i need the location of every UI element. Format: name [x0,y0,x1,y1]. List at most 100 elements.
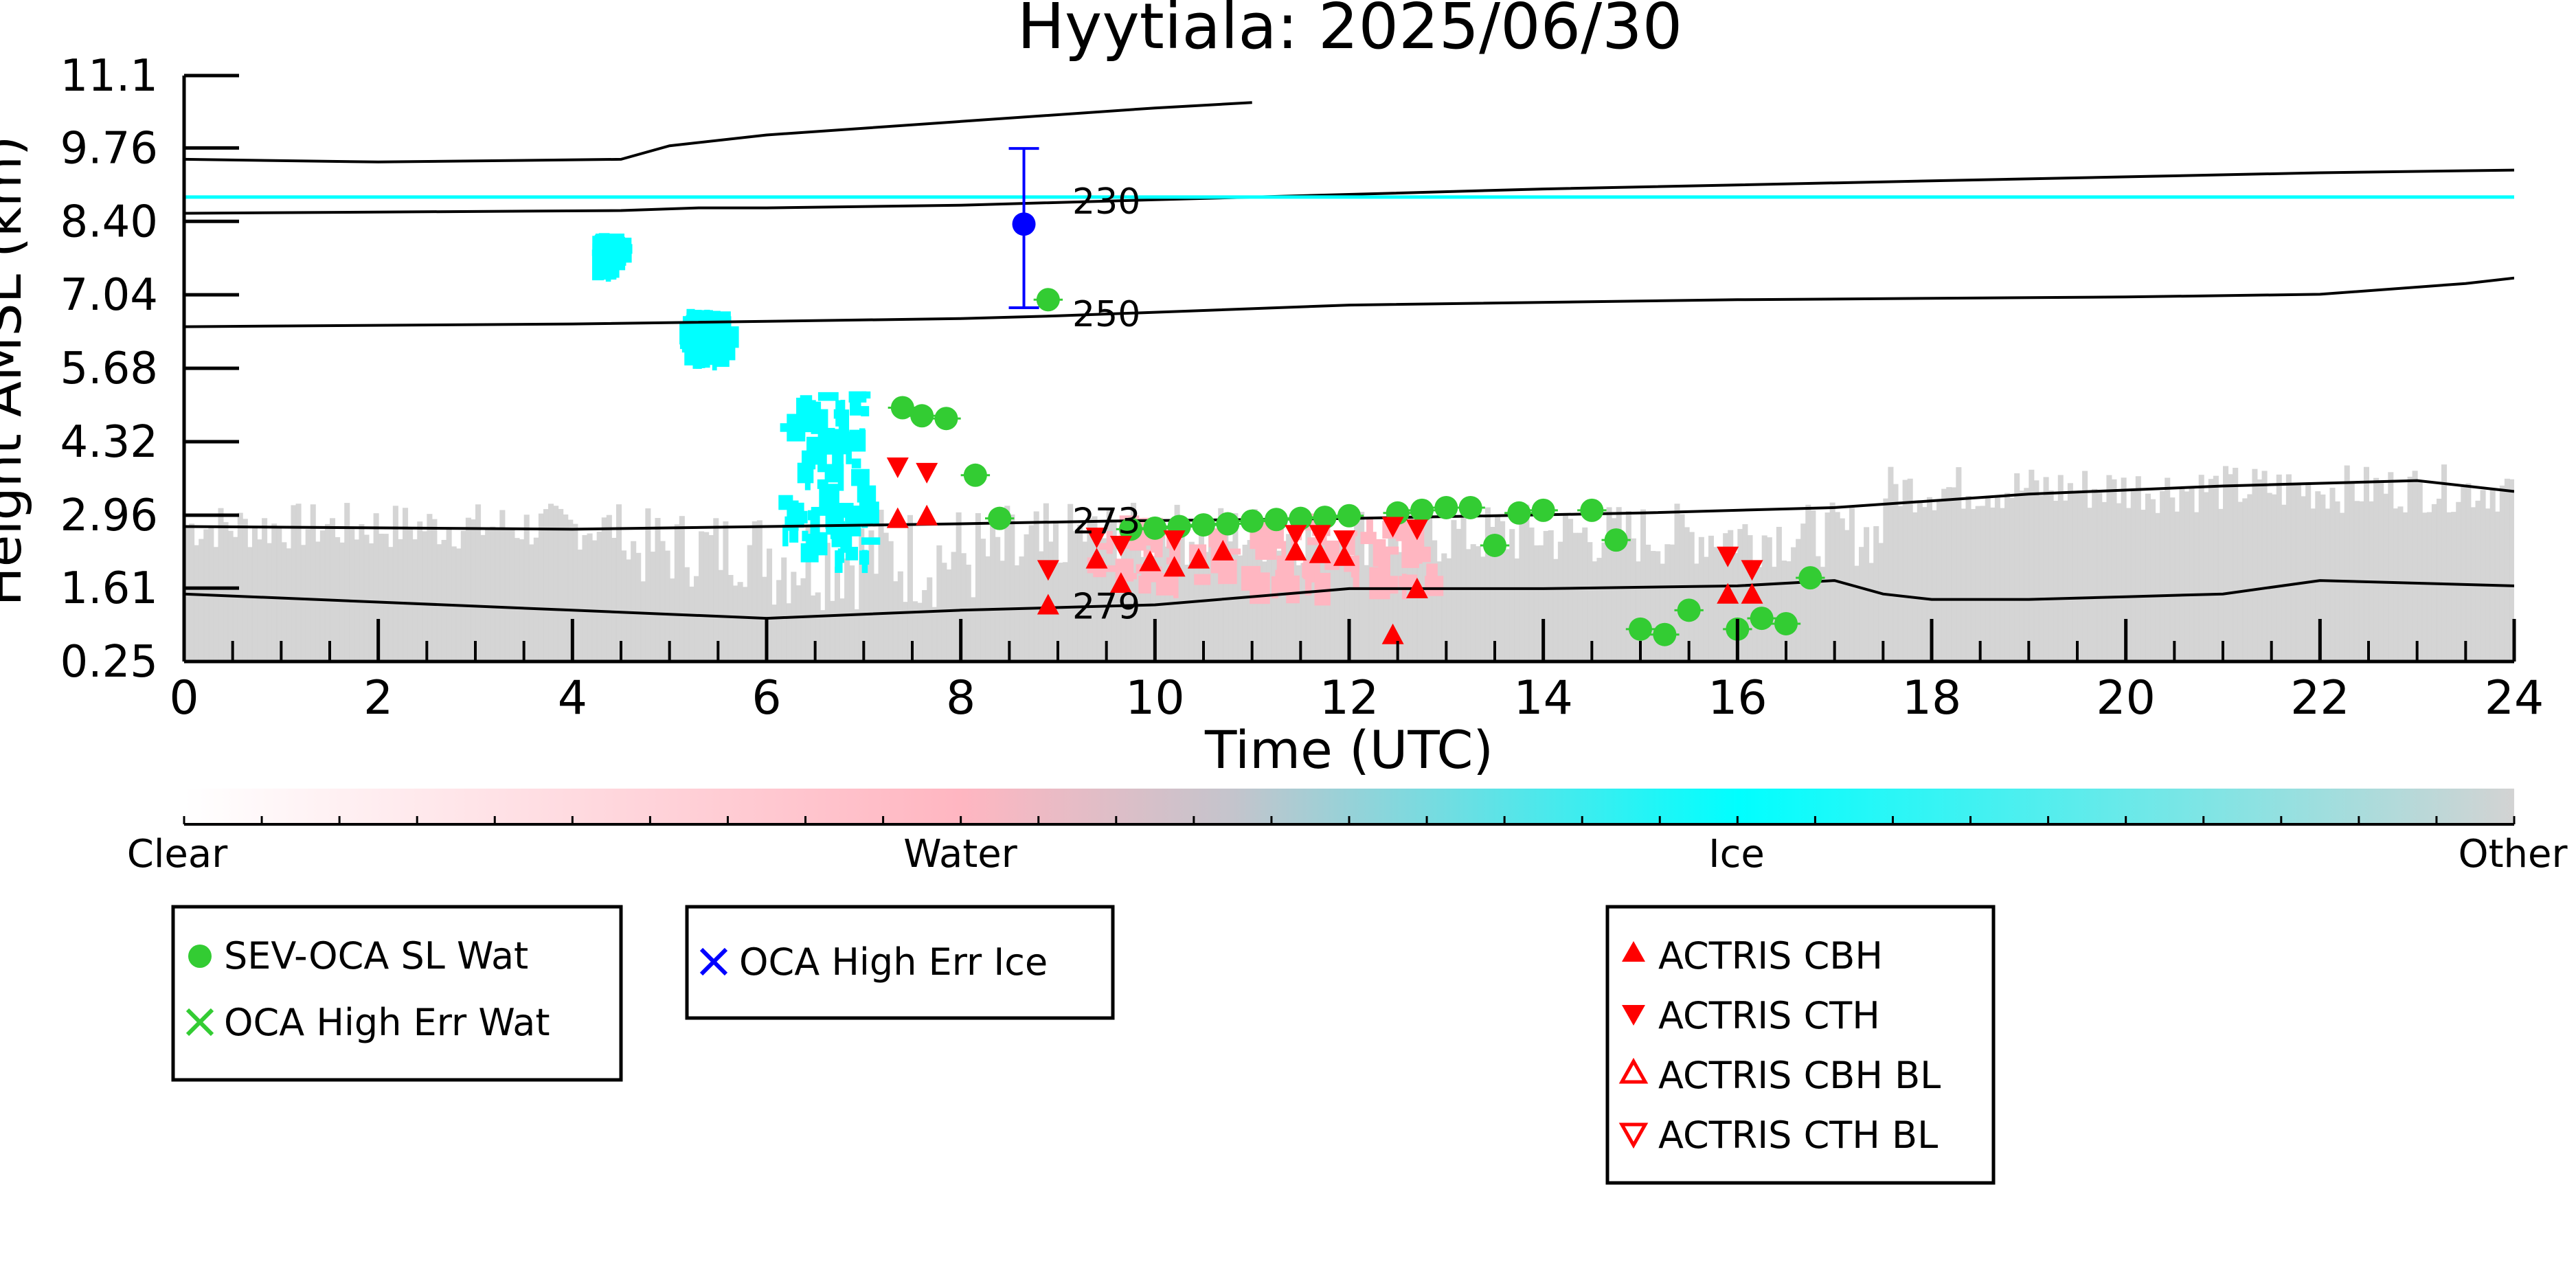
marker-triangle-down [1109,535,1132,556]
region-other-column [2402,512,2408,662]
region-other-column [223,522,229,662]
region-other-column [1072,531,1078,662]
region-other-column [820,610,826,662]
region-other-column [577,550,583,662]
marker-triangle-down [1309,525,1331,546]
region-other-column [587,533,593,662]
region-other-column [286,548,292,662]
chart-title: Hyytiala: 2025/06/30 [1017,0,1683,63]
region-other-column [324,523,330,662]
region-other-column [951,552,957,662]
region-other-column [1169,565,1175,662]
region-other-column [199,539,205,662]
region-other-column [2257,479,2263,662]
region-other-column [1509,529,1515,662]
region-ice-patch [802,530,809,541]
region-other-column [422,531,428,662]
region-ice-patch [796,510,808,524]
region-other-column [1432,540,1438,662]
region-ice-patch [602,251,618,267]
region-other-column [558,508,564,662]
region-other-column [1688,532,1695,662]
region-other-column [2349,482,2355,662]
region-other-column [868,530,874,662]
classification-colorbar: Clear Water Ice Other [127,789,2568,877]
region-other-column [688,586,694,662]
region-water-patch [1307,537,1327,545]
region-other-column [436,544,442,662]
region-other-column [1941,488,1947,662]
region-other-column [1004,506,1010,662]
region-other-column [387,547,394,662]
marker-triangle-up [1187,547,1210,569]
region-other-column [888,541,894,662]
region-other-column [2101,501,2108,662]
region-other-column [2237,501,2244,662]
region-other-column [1470,544,1476,662]
legend-entry: OCA High Err Wat [224,1001,550,1044]
region-other-column [795,585,802,662]
region-other-column [2092,488,2098,662]
region-other-column [703,532,710,662]
region-other-column [2315,491,2321,662]
region-other-column [1572,532,1579,662]
region-other-column [1359,512,1365,662]
region-other-column [480,534,486,662]
region-other-column [276,527,282,662]
region-other-column [2296,484,2302,662]
region-other-column [2062,500,2068,662]
region-water-patch [1194,574,1211,585]
y-tick-label: 0.25 [60,637,159,688]
region-other-column [2160,490,2166,662]
region-other-column [859,528,865,662]
region-other-column [1329,541,1335,662]
region-other-column [349,529,355,662]
region-other-column [1737,529,1743,662]
region-other-column [2150,499,2156,662]
region-ice-patch [800,543,819,563]
region-other-column [1907,478,1913,662]
region-other-column [873,574,879,662]
region-other-column [1310,537,1316,662]
region-ice-patch [782,524,789,547]
region-other-column [523,515,530,662]
region-other-column [1926,497,1932,662]
region-other-column [378,533,384,662]
region-other-column [232,536,238,662]
region-other-column [1344,565,1350,662]
region-other-column [2310,508,2316,662]
region-other-column [1378,544,1384,662]
region-other-column [2053,501,2059,662]
region-other-column [1698,536,1704,662]
legend-actris: ACTRIS CBH ACTRIS CTH ACTRIS CBH BL ACTR… [1605,905,1996,1185]
legend-entry: ACTRIS CBH BL [1658,1054,1941,1097]
region-water-patch [1378,558,1385,589]
region-other-column [553,506,559,662]
region-other-column [727,574,734,662]
region-water-patch [1426,563,1438,581]
region-other-column [2048,490,2054,662]
contour-line [184,276,2514,328]
region-other-column [1839,518,1845,662]
colorbar-label-clear: Clear [127,832,228,877]
region-other-column [1204,552,1210,662]
region-other-column [1888,466,1894,662]
region-other-column [1456,528,1462,662]
region-other-column [446,528,452,662]
region-other-column [1155,554,1161,662]
region-other-column [1824,512,1831,662]
region-other-column [2009,497,2015,662]
region-other-column [1116,563,1122,662]
region-other-column [2038,495,2044,662]
marker-circle [890,396,914,420]
region-other-column [1131,502,1137,662]
marker-circle [963,463,987,487]
region-other-column [1552,558,1559,662]
region-other-column [1902,479,1908,662]
region-ice-patch [800,395,813,406]
y-ticks: 0.25 1.61 2.96 4.32 5.68 7.04 8.40 9.76 11.1 [60,51,239,688]
region-other-column [2228,474,2234,662]
region-other-column [752,521,758,662]
region-other-column [863,561,870,662]
region-other-column [723,521,729,662]
